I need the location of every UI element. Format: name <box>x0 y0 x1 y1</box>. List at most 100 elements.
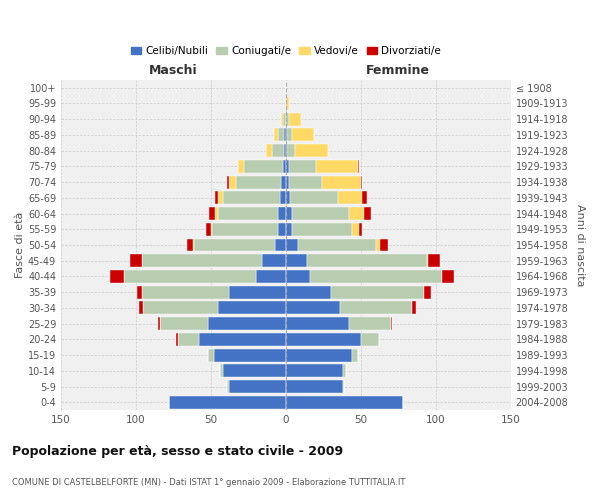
Bar <box>283 112 286 126</box>
Bar <box>316 160 358 173</box>
Bar <box>137 286 142 298</box>
Bar <box>362 192 367 204</box>
Bar <box>124 270 256 283</box>
Bar <box>158 317 160 330</box>
Text: Popolazione per età, sesso e stato civile - 2009: Popolazione per età, sesso e stato civil… <box>12 445 343 458</box>
Bar <box>130 254 142 267</box>
Bar <box>286 254 307 267</box>
Bar <box>352 348 358 362</box>
Bar <box>286 333 361 346</box>
Bar <box>218 302 286 314</box>
Bar <box>209 207 215 220</box>
Bar <box>178 333 199 346</box>
Bar <box>278 207 286 220</box>
Bar <box>238 160 244 173</box>
Bar <box>199 333 286 346</box>
Text: COMUNE DI CASTELBELFORTE (MN) - Dati ISTAT 1° gennaio 2009 - Elaborazione TUTTIT: COMUNE DI CASTELBELFORTE (MN) - Dati IST… <box>12 478 406 487</box>
Bar <box>160 317 208 330</box>
Bar <box>295 144 328 157</box>
Bar <box>286 364 343 378</box>
Bar <box>215 207 218 220</box>
Bar <box>343 380 344 393</box>
Bar <box>427 254 428 267</box>
Bar <box>307 254 427 267</box>
Bar <box>286 128 287 141</box>
Y-axis label: Fasce di età: Fasce di età <box>15 212 25 278</box>
Bar <box>286 112 289 126</box>
Bar <box>283 160 286 173</box>
Bar <box>227 176 229 188</box>
Bar <box>287 144 295 157</box>
Bar <box>289 112 301 126</box>
Bar <box>352 223 359 235</box>
Bar <box>286 270 310 283</box>
Bar <box>176 333 178 346</box>
Bar <box>110 270 124 283</box>
Bar <box>442 270 454 283</box>
Bar <box>286 223 292 235</box>
Text: Maschi: Maschi <box>149 64 198 76</box>
Bar <box>236 176 281 188</box>
Bar <box>284 128 286 141</box>
Bar <box>290 192 338 204</box>
Bar <box>208 348 214 362</box>
Bar <box>244 160 283 173</box>
Bar <box>289 160 316 173</box>
Bar <box>215 192 218 204</box>
Bar <box>193 238 194 252</box>
Bar <box>340 302 412 314</box>
Bar <box>338 192 362 204</box>
Bar <box>275 238 286 252</box>
Bar <box>169 396 286 408</box>
Bar <box>292 207 349 220</box>
Bar <box>286 97 289 110</box>
Bar <box>229 176 236 188</box>
Bar <box>286 207 292 220</box>
Bar <box>286 192 290 204</box>
Bar <box>278 128 284 141</box>
Bar <box>424 286 431 298</box>
Legend: Celibi/Nubili, Coniugati/e, Vedovi/e, Divorziati/e: Celibi/Nubili, Coniugati/e, Vedovi/e, Di… <box>127 42 445 60</box>
Bar <box>278 223 286 235</box>
Bar <box>280 192 286 204</box>
Bar <box>266 144 272 157</box>
Bar <box>218 207 278 220</box>
Text: Femmine: Femmine <box>366 64 430 76</box>
Bar <box>227 380 229 393</box>
Bar <box>380 238 388 252</box>
Bar <box>214 348 286 362</box>
Bar <box>212 223 278 235</box>
Bar <box>286 144 287 157</box>
Bar <box>286 348 352 362</box>
Bar <box>262 254 286 267</box>
Bar <box>272 144 284 157</box>
Bar <box>142 286 229 298</box>
Bar <box>361 333 379 346</box>
Bar <box>143 302 218 314</box>
Bar <box>361 176 362 188</box>
Bar <box>256 270 286 283</box>
Bar <box>331 286 424 298</box>
Bar <box>428 254 440 267</box>
Bar <box>349 317 391 330</box>
Bar <box>376 238 380 252</box>
Bar <box>139 302 143 314</box>
Bar <box>142 254 262 267</box>
Bar <box>322 176 361 188</box>
Bar <box>187 238 193 252</box>
Bar <box>211 223 212 235</box>
Bar <box>286 302 340 314</box>
Bar <box>229 380 286 393</box>
Bar <box>286 176 289 188</box>
Bar <box>223 364 286 378</box>
Bar <box>286 238 298 252</box>
Bar <box>349 207 364 220</box>
Bar <box>286 317 349 330</box>
Bar <box>298 238 376 252</box>
Bar <box>287 128 292 141</box>
Bar <box>208 317 286 330</box>
Bar <box>364 207 371 220</box>
Bar <box>206 223 211 235</box>
Bar <box>286 160 289 173</box>
Bar <box>229 286 286 298</box>
